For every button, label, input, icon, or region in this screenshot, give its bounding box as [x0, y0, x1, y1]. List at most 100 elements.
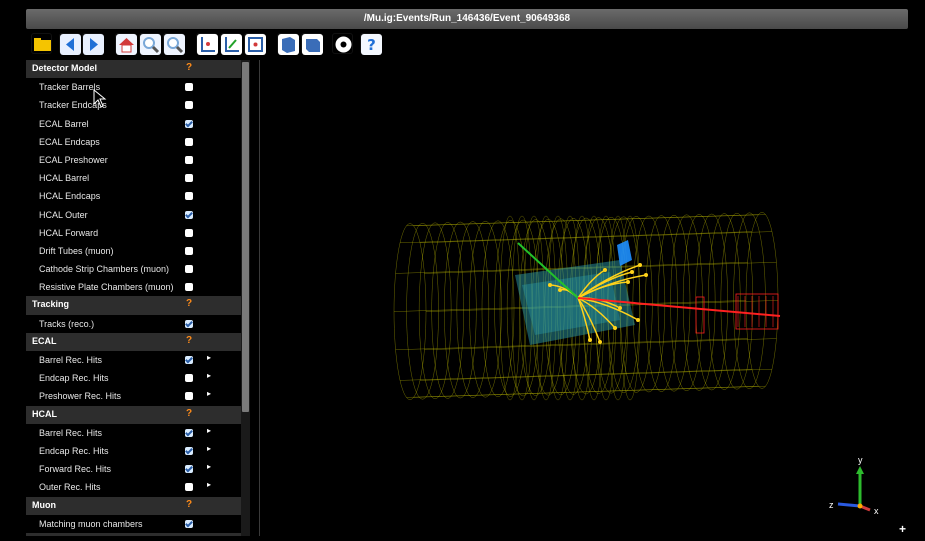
visibility-checkbox[interactable]: [185, 265, 193, 273]
expand-arrow-icon[interactable]: ▸: [207, 462, 211, 471]
item-label: Cathode Strip Chambers (muon): [39, 264, 169, 274]
sidebar-item-hcal-barrel[interactable]: HCAL Barrel: [26, 169, 241, 187]
sidebar-item-endcap-rec-hits[interactable]: Endcap Rec. Hits ▸: [26, 369, 241, 387]
sidebar-scrollbar-thumb[interactable]: [242, 62, 249, 412]
help-icon[interactable]: ?: [186, 62, 192, 73]
zoom-out-button[interactable]: [163, 33, 184, 54]
expand-arrow-icon[interactable]: ▸: [207, 389, 211, 398]
open-folder-icon: [32, 34, 53, 55]
sidebar-item-barrel-rec-hits[interactable]: Barrel Rec. Hits ▸: [26, 424, 241, 442]
open-folder-button[interactable]: [31, 33, 52, 54]
expand-arrow-icon[interactable]: ▸: [207, 480, 211, 489]
expand-arrow-icon[interactable]: ▸: [207, 371, 211, 380]
visibility-checkbox[interactable]: [185, 229, 193, 237]
visibility-checkbox[interactable]: [185, 392, 193, 400]
view-zy-button[interactable]: [220, 33, 241, 54]
window-title: /Mu.ig:Events/Run_146436/Event_90649368: [364, 13, 570, 24]
home-button[interactable]: [115, 33, 136, 54]
visibility-checkbox[interactable]: [185, 356, 193, 364]
sidebar-item-preshower-rec-hits[interactable]: Preshower Rec. Hits ▸: [26, 387, 241, 405]
item-label: Barrel Rec. Hits: [39, 355, 102, 365]
item-label: ECAL Preshower: [39, 155, 108, 165]
axis-label-z: z: [829, 500, 834, 510]
visibility-checkbox[interactable]: [185, 465, 193, 473]
mouse-pointer-icon: [93, 89, 109, 109]
visibility-checkbox[interactable]: [185, 192, 193, 200]
orthographic-button[interactable]: [301, 33, 322, 54]
visibility-checkbox[interactable]: [185, 247, 193, 255]
section-header-tracking[interactable]: Tracking ?: [26, 296, 241, 314]
section-header-muon[interactable]: Muon ?: [26, 497, 241, 515]
visibility-checkbox[interactable]: [185, 83, 193, 91]
event-scene[interactable]: yxz: [260, 60, 910, 536]
visibility-checkbox[interactable]: [185, 156, 193, 164]
axis-label-y: y: [858, 455, 863, 465]
window-title-bar: /Mu.ig:Events/Run_146436/Event_90649368: [26, 9, 908, 29]
item-label: Outer Rec. Hits: [39, 482, 101, 492]
visibility-checkbox[interactable]: [185, 483, 193, 491]
expand-arrow-icon[interactable]: ▸: [207, 444, 211, 453]
previous-button[interactable]: [59, 33, 80, 54]
sidebar-item-forward-rec-hits[interactable]: Forward Rec. Hits ▸: [26, 460, 241, 478]
visibility-checkbox[interactable]: [185, 101, 193, 109]
item-label: Barrel Rec. Hits: [39, 428, 102, 438]
sidebar-item-ecal-endcaps[interactable]: ECAL Endcaps: [26, 133, 241, 151]
sidebar-item-ecal-preshower[interactable]: ECAL Preshower: [26, 151, 241, 169]
section-title: HCAL: [32, 409, 57, 419]
expand-arrow-icon[interactable]: ▸: [207, 426, 211, 435]
view-zy-icon: [221, 34, 242, 55]
axis-orientation-gizmo: yxz: [829, 455, 879, 516]
visibility-checkbox[interactable]: [185, 520, 193, 528]
visibility-checkbox[interactable]: [185, 211, 193, 219]
ecal-rec-hits: [515, 260, 635, 345]
item-label: Preshower Rec. Hits: [39, 391, 121, 401]
sidebar-item-hcal-outer[interactable]: HCAL Outer: [26, 206, 241, 224]
section-header-ecal[interactable]: ECAL ?: [26, 333, 241, 351]
sidebar-item-drift-tubes-muon[interactable]: Drift Tubes (muon): [26, 242, 241, 260]
visibility-checkbox[interactable]: [185, 138, 193, 146]
zoom-in-button[interactable]: [139, 33, 160, 54]
help-icon[interactable]: ?: [186, 408, 192, 419]
sidebar-item-hcal-forward[interactable]: HCAL Forward: [26, 224, 241, 242]
sidebar-item-tracker-barrels[interactable]: Tracker Barrels: [26, 78, 241, 96]
zoom-in-icon: [140, 34, 161, 55]
sidebar-item-tracker-endcaps[interactable]: Tracker Endcaps: [26, 96, 241, 114]
help-button[interactable]: ?: [360, 33, 381, 54]
sidebar-item-barrel-rec-hits[interactable]: Barrel Rec. Hits ▸: [26, 351, 241, 369]
item-label: Endcap Rec. Hits: [39, 446, 109, 456]
next-button[interactable]: [82, 33, 103, 54]
visibility-checkbox[interactable]: [185, 320, 193, 328]
item-label: Tracker Barrels: [39, 82, 100, 92]
help-icon[interactable]: ?: [186, 335, 192, 346]
sidebar: Detector Model ? Tracker Barrels Tracker …: [26, 60, 241, 536]
help-icon[interactable]: ?: [186, 499, 192, 510]
settings-icon: [333, 34, 354, 55]
visibility-checkbox[interactable]: [185, 283, 193, 291]
sidebar-item-tracks-reco[interactable]: Tracks (reco.): [26, 315, 241, 333]
visibility-checkbox[interactable]: [185, 374, 193, 382]
view-rz-button[interactable]: [244, 33, 265, 54]
item-label: HCAL Endcaps: [39, 191, 100, 201]
sidebar-item-outer-rec-hits[interactable]: Outer Rec. Hits ▸: [26, 478, 241, 496]
sidebar-item-endcap-rec-hits[interactable]: Endcap Rec. Hits ▸: [26, 442, 241, 460]
visibility-checkbox[interactable]: [185, 429, 193, 437]
item-label: ECAL Endcaps: [39, 137, 100, 147]
visibility-checkbox[interactable]: [185, 120, 193, 128]
sidebar-item-matching-muon-chambers[interactable]: Matching muon chambers: [26, 515, 241, 533]
sidebar-item-cathode-strip-chambers-muon[interactable]: Cathode Strip Chambers (muon): [26, 260, 241, 278]
visibility-checkbox[interactable]: [185, 447, 193, 455]
sidebar-item-resistive-plate-chambers-muon[interactable]: Resistive Plate Chambers (muon): [26, 278, 241, 296]
perspective-button[interactable]: [277, 33, 298, 54]
sidebar-item-ecal-barrel[interactable]: ECAL Barrel: [26, 115, 241, 133]
settings-button[interactable]: [332, 33, 353, 54]
section-header-detector-model[interactable]: Detector Model ?: [26, 60, 241, 78]
sidebar-item-hcal-endcaps[interactable]: HCAL Endcaps: [26, 187, 241, 205]
home-icon: [116, 34, 137, 55]
view-xy-button[interactable]: [196, 33, 217, 54]
help-icon[interactable]: ?: [186, 298, 192, 309]
section-header-hcal[interactable]: HCAL ?: [26, 406, 241, 424]
expand-arrow-icon[interactable]: ▸: [207, 353, 211, 362]
resize-plus-icon[interactable]: +: [899, 522, 906, 536]
visibility-checkbox[interactable]: [185, 174, 193, 182]
